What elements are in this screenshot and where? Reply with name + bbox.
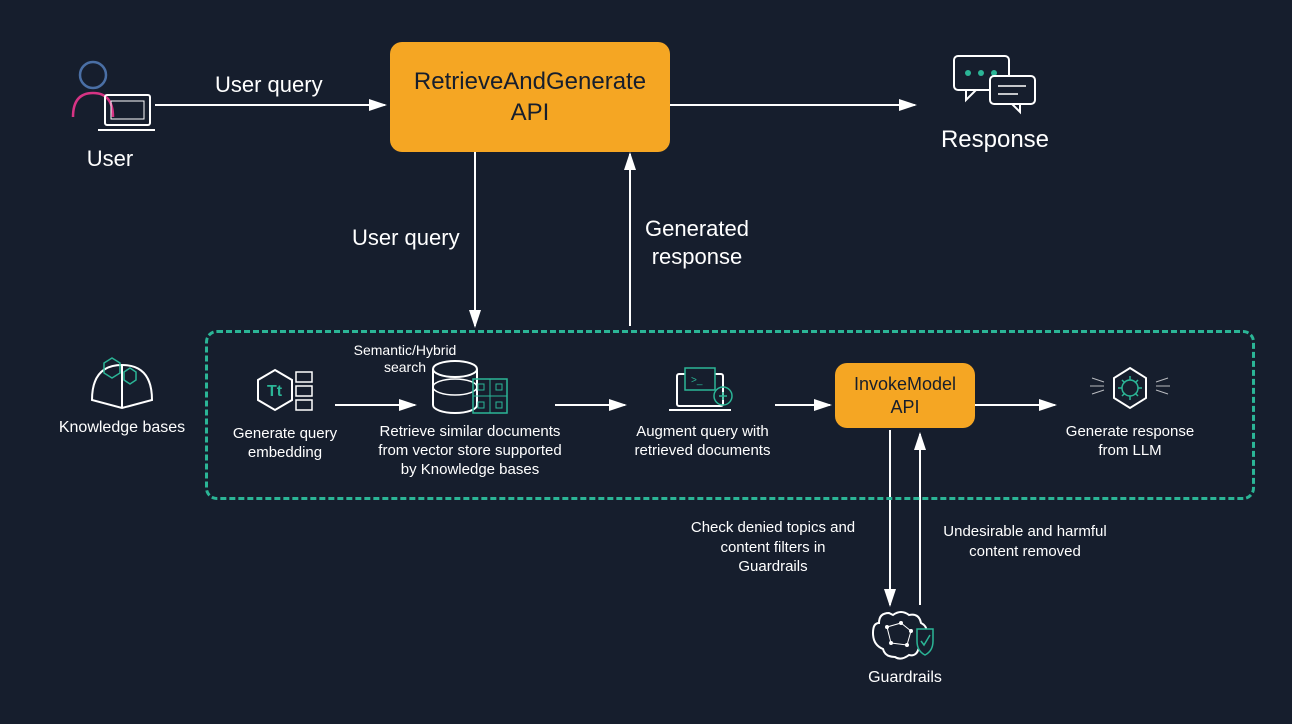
response-node: Response <box>925 50 1065 154</box>
chat-icon <box>948 50 1043 120</box>
gen-response-label: Generate response from LLM <box>1066 423 1194 461</box>
gen-embedding-node: Tt Generate query embedding <box>225 360 345 463</box>
content-removed-label: Undesirable and harmful content removed <box>930 522 1120 561</box>
retrieve-docs-node: Retrieve similar documents from vector s… <box>370 355 570 479</box>
retrieve-api-label-2: API <box>414 97 646 128</box>
user-node: User <box>55 55 165 172</box>
response-label: Response <box>941 126 1049 154</box>
edge-generated-response: Generated response <box>645 215 749 270</box>
knowledge-bases-label: Knowledge bases <box>59 419 185 437</box>
book-icon <box>82 350 162 415</box>
guardrails-label: Guardrails <box>868 669 942 687</box>
guardrails-node: Guardrails <box>850 605 960 687</box>
retrieve-docs-label: Retrieve similar documents from vector s… <box>378 423 561 479</box>
guardrails-icon <box>865 605 945 667</box>
retrieve-api-box: RetrieveAndGenerate API <box>390 42 670 152</box>
svg-text:>_: >_ <box>691 375 703 386</box>
augment-node: >_ Augment query with retrieved document… <box>625 358 780 461</box>
gen-embedding-label: Generate query embedding <box>233 425 337 463</box>
gen-response-node: Generate response from LLM <box>1055 358 1205 461</box>
knowledge-bases-node: Knowledge bases <box>52 350 192 437</box>
invoke-api-box: InvokeModel API <box>835 363 975 428</box>
invoke-api-label-2: API <box>854 396 956 419</box>
user-label: User <box>87 146 133 172</box>
augment-label: Augment query with retrieved documents <box>635 423 771 461</box>
check-guardrails-label: Check denied topics and content filters … <box>673 518 873 577</box>
edge-user-query-1: User query <box>215 72 323 98</box>
llm-icon <box>1088 358 1173 423</box>
invoke-api-label-1: InvokeModel <box>854 373 956 396</box>
database-icon <box>425 355 515 423</box>
edge-user-query-2: User query <box>352 225 460 251</box>
augment-icon: >_ <box>663 358 743 423</box>
retrieve-api-label-1: RetrieveAndGenerate <box>414 66 646 97</box>
svg-text:Tt: Tt <box>267 383 283 400</box>
user-icon <box>65 55 155 140</box>
embedding-icon: Tt <box>250 360 320 425</box>
